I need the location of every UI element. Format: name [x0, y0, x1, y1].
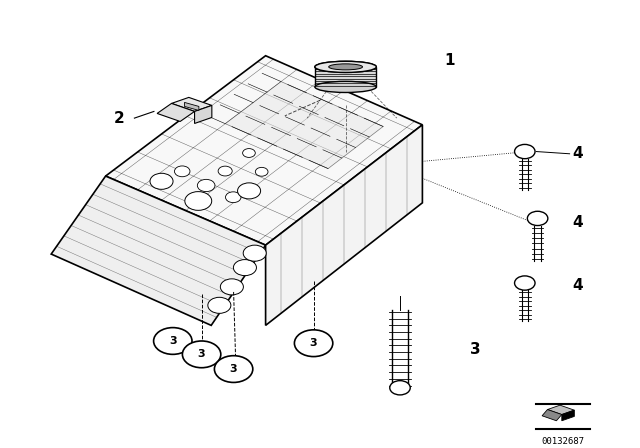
- Circle shape: [154, 327, 192, 354]
- Polygon shape: [195, 105, 212, 124]
- Text: 4: 4: [573, 146, 584, 161]
- Text: 4: 4: [573, 215, 584, 230]
- Polygon shape: [157, 103, 195, 121]
- Text: 3: 3: [198, 349, 205, 359]
- Ellipse shape: [315, 61, 376, 73]
- Circle shape: [515, 276, 535, 290]
- Polygon shape: [562, 410, 574, 421]
- Polygon shape: [547, 405, 574, 414]
- Text: 3: 3: [310, 338, 317, 348]
- Circle shape: [218, 166, 232, 176]
- Polygon shape: [184, 103, 199, 110]
- Circle shape: [294, 330, 333, 357]
- Circle shape: [214, 356, 253, 383]
- Text: 3: 3: [169, 336, 177, 346]
- Polygon shape: [542, 409, 562, 421]
- Ellipse shape: [329, 64, 362, 70]
- Circle shape: [527, 211, 548, 225]
- Text: 3: 3: [230, 364, 237, 374]
- Circle shape: [237, 183, 260, 199]
- Circle shape: [208, 297, 231, 313]
- Circle shape: [243, 149, 255, 157]
- Polygon shape: [172, 97, 212, 112]
- Circle shape: [225, 192, 241, 202]
- Polygon shape: [266, 125, 422, 325]
- Circle shape: [197, 179, 215, 192]
- Circle shape: [255, 168, 268, 176]
- Ellipse shape: [315, 61, 376, 73]
- Circle shape: [515, 144, 535, 159]
- Text: 3: 3: [470, 342, 481, 358]
- Text: 1: 1: [445, 53, 455, 68]
- Circle shape: [220, 279, 243, 295]
- Circle shape: [185, 192, 212, 211]
- Circle shape: [234, 259, 257, 276]
- Circle shape: [150, 173, 173, 190]
- Ellipse shape: [330, 64, 361, 69]
- Polygon shape: [315, 67, 376, 87]
- Text: 2: 2: [114, 111, 125, 125]
- Polygon shape: [225, 82, 383, 168]
- Ellipse shape: [315, 82, 376, 92]
- Circle shape: [243, 245, 266, 261]
- Polygon shape: [51, 176, 266, 325]
- Circle shape: [175, 166, 190, 177]
- Text: 00132687: 00132687: [541, 437, 585, 446]
- Text: 4: 4: [573, 278, 584, 293]
- Polygon shape: [106, 56, 422, 245]
- Circle shape: [182, 341, 221, 368]
- Circle shape: [390, 381, 410, 395]
